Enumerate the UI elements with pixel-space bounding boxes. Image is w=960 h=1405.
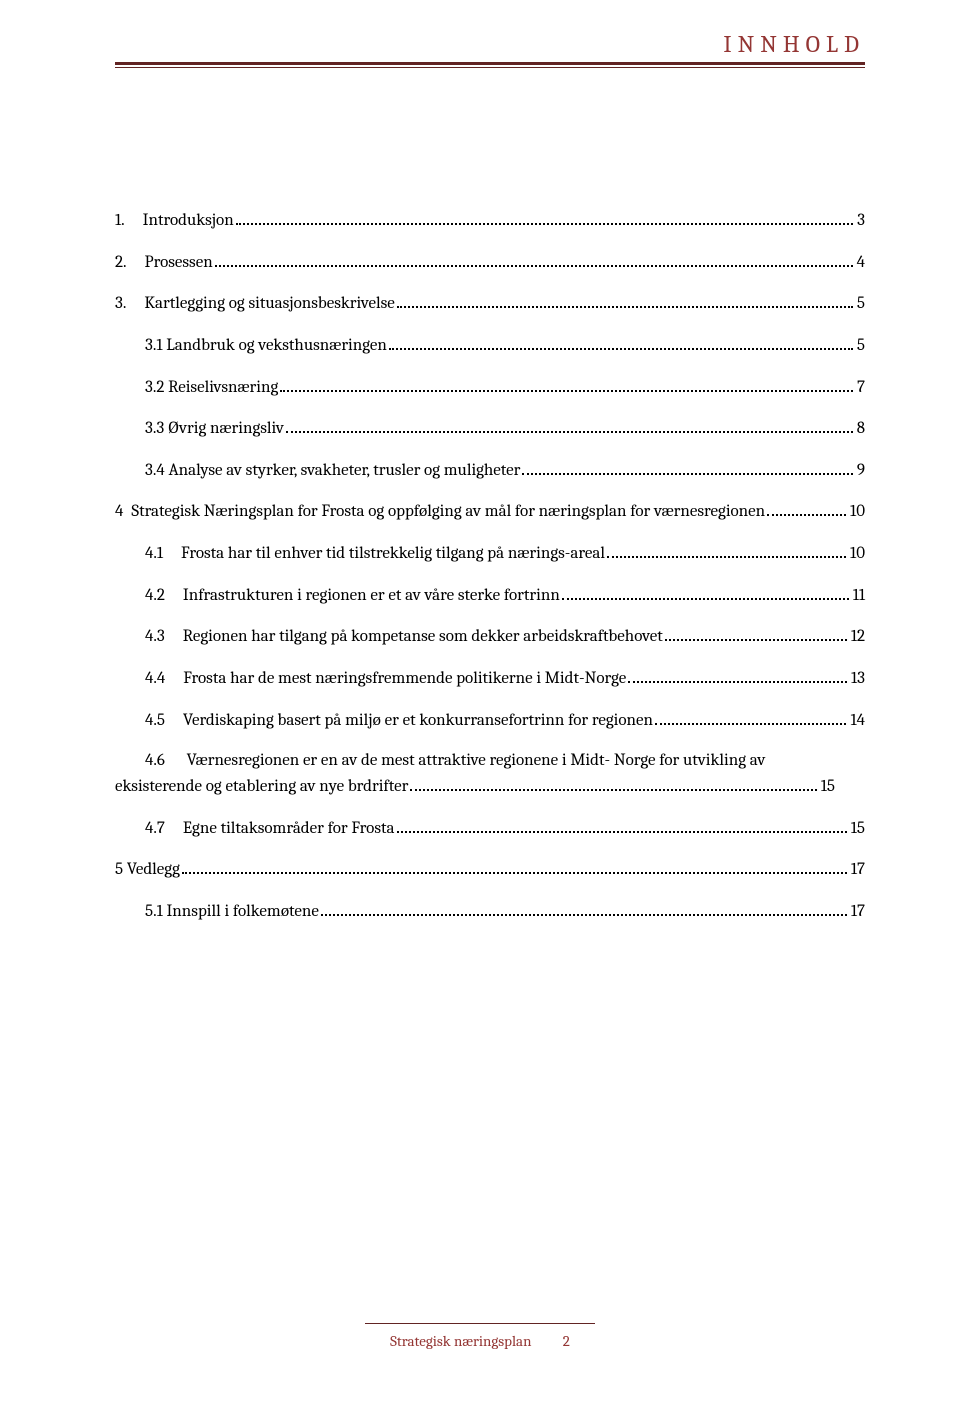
toc-page: 10 — [848, 542, 865, 567]
toc-page: 12 — [849, 625, 865, 650]
toc-label: Infrastrukturen i regionen er et av våre… — [183, 584, 560, 609]
toc-entry: 4.2 Infrastrukturen i regionen er et av … — [115, 583, 865, 609]
toc-number: 4.2 — [145, 584, 183, 609]
toc-leader — [397, 291, 853, 308]
toc-label: 5 Vedlegg — [115, 858, 180, 883]
toc-number: 4.6 — [145, 751, 183, 770]
toc-leader — [280, 375, 853, 392]
toc-entry: 4.1 Frosta har til enhver tid tilstrekke… — [115, 541, 865, 567]
toc-leader — [397, 816, 847, 833]
toc-label: Prosessen — [145, 251, 213, 276]
toc-page: 15 — [819, 775, 835, 800]
toc-page: 17 — [849, 900, 865, 925]
toc-page: 17 — [849, 858, 865, 883]
toc-label: Frosta har til enhver tid tilstrekkelig … — [181, 542, 605, 567]
toc-page: 4 — [855, 251, 865, 276]
toc-leader — [655, 708, 846, 725]
toc-page: 5 — [855, 334, 865, 359]
toc-page: 10 — [848, 500, 865, 525]
toc-entry: 3.2 Reiselivsnæring 7 — [115, 375, 865, 401]
toc-label: Strategisk Næringsplan for Frosta og opp… — [131, 500, 765, 525]
toc-label: Kartlegging og situasjonsbeskrivelse — [144, 292, 394, 317]
footer-rule — [365, 1323, 595, 1324]
toc-entry: 5.1 Innspill i folkemøtene 17 — [115, 899, 865, 925]
toc-entry: 4 Strategisk Næringsplan for Frosta og o… — [115, 499, 865, 525]
toc-label: Værnesregionen er en av de mest attrakti… — [187, 751, 766, 770]
toc-label: Regionen har tilgang på kompetanse som d… — [183, 625, 663, 650]
toc-label: Egne tiltaksområder for Frosta — [183, 817, 395, 842]
toc-page: 11 — [851, 584, 865, 609]
toc-leader — [182, 857, 847, 874]
toc-entry: 5 Vedlegg 17 — [115, 857, 865, 883]
toc-leader — [522, 458, 853, 475]
toc-leader — [389, 333, 853, 350]
toc-entry: 4.7 Egne tiltaksområder for Frosta 15 — [115, 816, 865, 842]
toc-label: Frosta har de mest næringsfremmende poli… — [183, 667, 626, 692]
toc-page: 9 — [855, 459, 865, 484]
toc-page: 7 — [855, 376, 865, 401]
toc-entry: 4.6 Værnesregionen er en av de mest attr… — [115, 749, 865, 799]
toc-number: 4 — [115, 500, 131, 525]
toc-number: 4.1 — [145, 542, 181, 567]
toc-label: Introduksjon — [143, 209, 234, 234]
toc-page: 5 — [855, 292, 865, 317]
toc-entry: 4.3 Regionen har tilgang på kompetanse s… — [115, 624, 865, 650]
toc-page: 3 — [855, 209, 865, 234]
toc-number: 2. — [115, 251, 145, 276]
toc-label: Verdiskaping basert på miljø er et konku… — [183, 709, 653, 734]
toc-label: 3.3 Øvrig næringsliv — [145, 417, 284, 442]
toc-number: 4.7 — [145, 817, 183, 842]
header-title: INNHOLD — [115, 30, 865, 58]
table-of-contents: 1. Introduksjon 3 2. Prosessen 4 3. Kart… — [115, 208, 865, 925]
toc-page: 14 — [848, 709, 865, 734]
toc-leader — [321, 899, 847, 916]
toc-page: 8 — [855, 417, 865, 442]
toc-leader — [628, 666, 847, 683]
footer-text: Strategisk næringsplan 2 — [0, 1332, 960, 1350]
toc-entry: 4.5 Verdiskaping basert på miljø er et k… — [115, 708, 865, 734]
toc-entry: 3. Kartlegging og situasjonsbeskrivelse … — [115, 291, 865, 317]
footer-title: Strategisk næringsplan — [390, 1332, 531, 1350]
toc-leader — [607, 541, 846, 558]
page-header: INNHOLD — [115, 30, 865, 68]
toc-label: 3.1 Landbruk og veksthusnæringen — [145, 334, 387, 359]
toc-label: 3.2 Reiselivsnæring — [145, 376, 278, 401]
toc-entry: 2. Prosessen 4 — [115, 250, 865, 276]
toc-entry: 3.3 Øvrig næringsliv 8 — [115, 416, 865, 442]
toc-label: eksisterende og etablering av nye brdrif… — [115, 775, 408, 800]
footer-page-number: 2 — [535, 1332, 570, 1350]
toc-label: 5.1 Innspill i folkemøtene — [145, 900, 319, 925]
toc-leader — [665, 624, 847, 641]
toc-number: 4.3 — [145, 625, 183, 650]
toc-leader — [215, 250, 853, 267]
page-footer: Strategisk næringsplan 2 — [0, 1323, 960, 1350]
toc-leader — [410, 774, 816, 791]
header-rule — [115, 62, 865, 68]
toc-page: 15 — [849, 817, 865, 842]
page: INNHOLD 1. Introduksjon 3 2. Prosessen 4… — [0, 0, 960, 1405]
toc-leader — [236, 208, 853, 225]
toc-label: 3.4 Analyse av styrker, svakheter, trusl… — [145, 459, 520, 484]
toc-page: 13 — [849, 667, 865, 692]
toc-entry: 4.4 Frosta har de mest næringsfremmende … — [115, 666, 865, 692]
toc-leader — [562, 583, 849, 600]
toc-number: 3. — [115, 292, 144, 317]
toc-number: 1. — [115, 209, 143, 234]
toc-entry: 3.4 Analyse av styrker, svakheter, trusl… — [115, 458, 865, 484]
toc-number: 4.5 — [145, 709, 183, 734]
toc-entry: 1. Introduksjon 3 — [115, 208, 865, 234]
toc-leader — [767, 499, 846, 516]
toc-leader — [286, 416, 853, 433]
toc-number: 4.4 — [145, 667, 183, 692]
toc-entry: 3.1 Landbruk og veksthusnæringen 5 — [115, 333, 865, 359]
